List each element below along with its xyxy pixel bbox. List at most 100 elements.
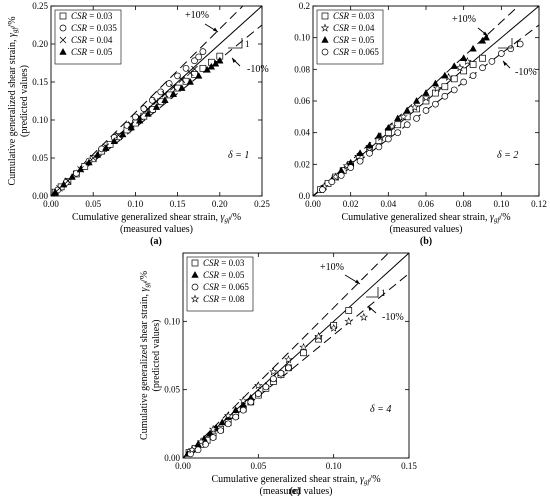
legend-entry-value: = 0.03 bbox=[349, 11, 375, 21]
data-point bbox=[329, 323, 338, 332]
x-tick-label: 0.00 bbox=[43, 199, 59, 209]
data-point bbox=[93, 150, 102, 158]
data-point bbox=[321, 35, 329, 43]
x-tick-label: 0.04 bbox=[380, 199, 396, 209]
data-point bbox=[319, 186, 326, 194]
data-point bbox=[191, 270, 199, 278]
data-point bbox=[202, 440, 209, 448]
y-label: Cumulative generalized shear strain, γgf… bbox=[7, 16, 19, 185]
legend-entry-value: = 0.05 bbox=[87, 47, 113, 57]
data-point bbox=[59, 47, 67, 55]
data-point bbox=[394, 114, 402, 122]
legend-entry-value: = 0.08 bbox=[219, 294, 245, 304]
panel-label: (a) bbox=[150, 236, 162, 247]
data-point bbox=[412, 96, 421, 104]
legend-entry: CSR = 0.05 bbox=[71, 47, 113, 57]
series bbox=[319, 40, 524, 194]
y-tick-label: 0.15 bbox=[32, 77, 48, 87]
plus-10-arrowhead bbox=[213, 27, 218, 32]
data-point bbox=[223, 411, 233, 420]
data-point bbox=[187, 445, 197, 454]
x-label-line2: (measured values) bbox=[259, 486, 332, 497]
legend-entry: CSR = 0.08 bbox=[203, 294, 245, 304]
slope-triangle bbox=[498, 38, 513, 49]
data-point bbox=[208, 424, 218, 433]
y-tick-label: 0.00 bbox=[32, 191, 48, 201]
data-point bbox=[422, 107, 430, 114]
plus-10-arrowhead bbox=[355, 279, 360, 284]
data-point bbox=[384, 123, 393, 131]
data-point bbox=[148, 96, 156, 104]
legend-entry-symbol: CSR bbox=[71, 47, 88, 57]
plot-frame bbox=[50, 5, 263, 197]
y-tick-label: 0.10 bbox=[164, 316, 180, 326]
data-point bbox=[450, 75, 458, 83]
legend-entry-value: = 0.03 bbox=[219, 258, 245, 268]
data-point bbox=[195, 53, 203, 61]
data-point bbox=[366, 149, 373, 157]
x-label-subscript: gf bbox=[494, 216, 501, 224]
data-point bbox=[413, 115, 420, 122]
x-label-text: Cumulative generalized shear strain, bbox=[341, 212, 490, 223]
data-point bbox=[140, 105, 148, 112]
legend-entry-symbol: CSR bbox=[71, 35, 88, 45]
data-point bbox=[455, 63, 465, 72]
data-point bbox=[102, 144, 110, 151]
data-point bbox=[81, 163, 89, 170]
data-point bbox=[218, 418, 226, 426]
x-label: Cumulative generalized shear strain, γgf… bbox=[72, 212, 241, 224]
data-point bbox=[375, 143, 383, 151]
series bbox=[54, 48, 207, 194]
legend-entry-value: = 0.035 bbox=[87, 23, 117, 33]
data-point bbox=[161, 96, 169, 103]
legend-entry-symbol: CSR bbox=[333, 23, 350, 33]
data-point bbox=[479, 54, 486, 62]
y-label-unit: /% bbox=[7, 16, 18, 27]
data-point bbox=[359, 312, 369, 321]
data-point bbox=[191, 57, 198, 65]
y-tick-label: 0.2 bbox=[299, 1, 310, 11]
data-point bbox=[320, 23, 330, 32]
y-label-symbol: γ bbox=[139, 286, 150, 291]
legend-entry-symbol: CSR bbox=[203, 282, 220, 292]
data-point bbox=[59, 12, 67, 20]
plot-frame bbox=[182, 252, 410, 459]
y-tick-label: 0.04 bbox=[294, 128, 310, 138]
x-label-symbol: γ bbox=[490, 212, 495, 223]
data-point bbox=[217, 427, 225, 435]
data-point bbox=[186, 77, 194, 85]
data-point bbox=[144, 109, 152, 117]
x-tick-label: 0.15 bbox=[170, 199, 186, 209]
legend-entry-symbol: CSR bbox=[71, 23, 88, 33]
data-points bbox=[317, 33, 524, 194]
legend-entry: CSR = 0.05 bbox=[203, 270, 245, 280]
data-point bbox=[299, 342, 308, 351]
data-point bbox=[59, 180, 68, 188]
x-tick-label: 0.08 bbox=[456, 199, 472, 209]
y-tick-label: 0.02 bbox=[294, 159, 310, 169]
data-point bbox=[394, 129, 402, 137]
minus-10-label: -10% bbox=[515, 67, 537, 78]
y-tick-label: 0.08 bbox=[294, 64, 310, 74]
data-point bbox=[123, 121, 131, 129]
x-label: Cumulative generalized shear strain, γgf… bbox=[211, 474, 380, 486]
data-point bbox=[152, 103, 161, 110]
data-point bbox=[469, 44, 477, 52]
data-point bbox=[488, 58, 496, 65]
data-point bbox=[410, 102, 419, 111]
x-label-unit: /% bbox=[499, 212, 510, 223]
data-point bbox=[216, 56, 224, 64]
data-point bbox=[178, 76, 186, 84]
delta-label: δ = 1 bbox=[228, 150, 249, 161]
legend-entry: CSR = 0.03 bbox=[71, 11, 113, 21]
plus-10-line bbox=[313, 6, 520, 196]
data-point bbox=[127, 123, 135, 131]
y-tick-label: 0.25 bbox=[32, 1, 48, 11]
data-point bbox=[328, 178, 336, 186]
slope-triangle bbox=[228, 38, 243, 49]
data-point bbox=[135, 116, 144, 124]
data-point bbox=[285, 364, 292, 372]
y-tick-label: 0.06 bbox=[294, 96, 310, 106]
